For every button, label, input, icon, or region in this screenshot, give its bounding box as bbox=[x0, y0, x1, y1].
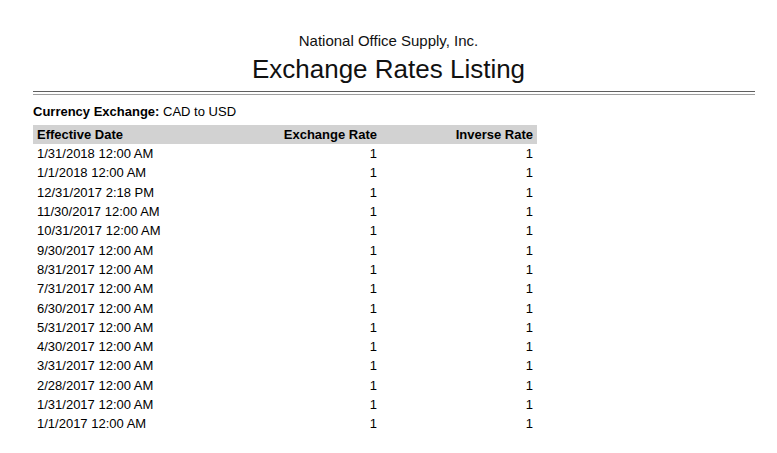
cell-effective-date: 1/31/2017 12:00 AM bbox=[33, 395, 253, 414]
cell-effective-date: 3/31/2017 12:00 AM bbox=[33, 356, 253, 375]
cell-exchange-rate: 1 bbox=[253, 221, 381, 240]
cell-inverse-rate: 1 bbox=[381, 376, 537, 395]
table-header-row: Effective Date Exchange Rate Inverse Rat… bbox=[33, 125, 537, 144]
table-row: 3/31/2017 12:00 AM11 bbox=[33, 356, 537, 375]
cell-effective-date: 1/1/2018 12:00 AM bbox=[33, 163, 253, 182]
cell-effective-date: 7/31/2017 12:00 AM bbox=[33, 279, 253, 298]
cell-effective-date: 4/30/2017 12:00 AM bbox=[33, 337, 253, 356]
table-row: 11/30/2017 12:00 AM11 bbox=[33, 202, 537, 221]
column-header-inverse-rate: Inverse Rate bbox=[381, 125, 537, 144]
cell-inverse-rate: 1 bbox=[381, 414, 537, 433]
cell-inverse-rate: 1 bbox=[381, 144, 537, 163]
cell-exchange-rate: 1 bbox=[253, 240, 381, 259]
table-row: 4/30/2017 12:00 AM11 bbox=[33, 337, 537, 356]
cell-inverse-rate: 1 bbox=[381, 260, 537, 279]
table-row: 7/31/2017 12:00 AM11 bbox=[33, 279, 537, 298]
cell-exchange-rate: 1 bbox=[253, 337, 381, 356]
cell-effective-date: 11/30/2017 12:00 AM bbox=[33, 202, 253, 221]
cell-inverse-rate: 1 bbox=[381, 318, 537, 337]
cell-inverse-rate: 1 bbox=[381, 202, 537, 221]
column-header-exchange-rate: Exchange Rate bbox=[253, 125, 381, 144]
cell-inverse-rate: 1 bbox=[381, 183, 537, 202]
currency-exchange-value: CAD to USD bbox=[163, 104, 236, 119]
cell-effective-date: 5/31/2017 12:00 AM bbox=[33, 318, 253, 337]
cell-exchange-rate: 1 bbox=[253, 376, 381, 395]
currency-exchange-line: Currency Exchange: CAD to USD bbox=[33, 104, 777, 120]
report-title: Exchange Rates Listing bbox=[0, 54, 777, 85]
cell-inverse-rate: 1 bbox=[381, 221, 537, 240]
report-page: National Office Supply, Inc. Exchange Ra… bbox=[0, 0, 777, 453]
cell-exchange-rate: 1 bbox=[253, 183, 381, 202]
cell-effective-date: 1/1/2017 12:00 AM bbox=[33, 414, 253, 433]
cell-effective-date: 10/31/2017 12:00 AM bbox=[33, 221, 253, 240]
table-row: 10/31/2017 12:00 AM11 bbox=[33, 221, 537, 240]
cell-exchange-rate: 1 bbox=[253, 356, 381, 375]
cell-inverse-rate: 1 bbox=[381, 337, 537, 356]
title-divider bbox=[33, 91, 755, 95]
currency-exchange-label: Currency Exchange: bbox=[33, 104, 159, 119]
cell-effective-date: 2/28/2017 12:00 AM bbox=[33, 376, 253, 395]
cell-exchange-rate: 1 bbox=[253, 260, 381, 279]
cell-inverse-rate: 1 bbox=[381, 356, 537, 375]
cell-exchange-rate: 1 bbox=[253, 395, 381, 414]
cell-exchange-rate: 1 bbox=[253, 414, 381, 433]
table-row: 1/1/2018 12:00 AM11 bbox=[33, 163, 537, 182]
cell-inverse-rate: 1 bbox=[381, 395, 537, 414]
cell-effective-date: 1/31/2018 12:00 AM bbox=[33, 144, 253, 163]
cell-exchange-rate: 1 bbox=[253, 279, 381, 298]
table-row: 8/31/2017 12:00 AM11 bbox=[33, 260, 537, 279]
table-row: 1/1/2017 12:00 AM11 bbox=[33, 414, 537, 433]
cell-exchange-rate: 1 bbox=[253, 163, 381, 182]
table-body: 1/31/2018 12:00 AM111/1/2018 12:00 AM111… bbox=[33, 144, 537, 433]
table-row: 2/28/2017 12:00 AM11 bbox=[33, 376, 537, 395]
table-row: 12/31/2017 2:18 PM11 bbox=[33, 183, 537, 202]
table-row: 9/30/2017 12:00 AM11 bbox=[33, 240, 537, 259]
table-row: 5/31/2017 12:00 AM11 bbox=[33, 318, 537, 337]
cell-effective-date: 12/31/2017 2:18 PM bbox=[33, 183, 253, 202]
table-row: 1/31/2017 12:00 AM11 bbox=[33, 395, 537, 414]
cell-inverse-rate: 1 bbox=[381, 163, 537, 182]
cell-exchange-rate: 1 bbox=[253, 144, 381, 163]
cell-exchange-rate: 1 bbox=[253, 318, 381, 337]
cell-inverse-rate: 1 bbox=[381, 298, 537, 317]
cell-exchange-rate: 1 bbox=[253, 202, 381, 221]
cell-inverse-rate: 1 bbox=[381, 279, 537, 298]
table-row: 1/31/2018 12:00 AM11 bbox=[33, 144, 537, 163]
cell-effective-date: 9/30/2017 12:00 AM bbox=[33, 240, 253, 259]
cell-effective-date: 6/30/2017 12:00 AM bbox=[33, 298, 253, 317]
cell-exchange-rate: 1 bbox=[253, 298, 381, 317]
cell-effective-date: 8/31/2017 12:00 AM bbox=[33, 260, 253, 279]
company-name: National Office Supply, Inc. bbox=[0, 32, 777, 50]
exchange-rates-table: Effective Date Exchange Rate Inverse Rat… bbox=[33, 125, 537, 433]
table-row: 6/30/2017 12:00 AM11 bbox=[33, 298, 537, 317]
cell-inverse-rate: 1 bbox=[381, 240, 537, 259]
column-header-effective-date: Effective Date bbox=[33, 125, 253, 144]
